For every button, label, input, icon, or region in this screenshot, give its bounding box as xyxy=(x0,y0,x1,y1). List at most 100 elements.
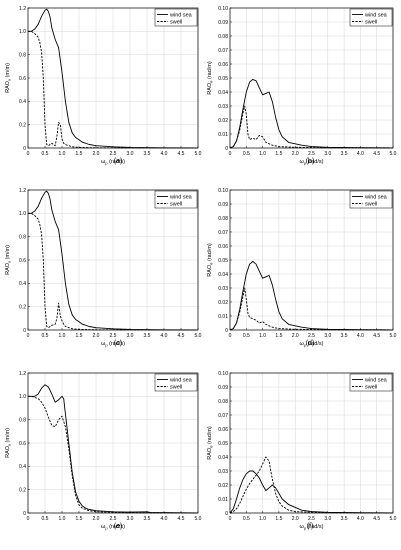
x-tick-label: 3.5 xyxy=(144,333,151,339)
x-tick-label: 4.5 xyxy=(373,516,380,522)
y-tick-label: 0.09 xyxy=(218,385,228,391)
series-line-wind-sea xyxy=(28,384,199,514)
y-axis-label: RAOx (m/m) xyxy=(5,63,12,93)
x-tick-label: 0.5 xyxy=(42,151,49,157)
y-axis-label: RAOθ (rad/m) xyxy=(207,426,214,460)
x-tick-label: 0.5 xyxy=(243,151,250,157)
y-tick-label: 0 xyxy=(225,146,228,152)
y-tick-label: 0.08 xyxy=(218,216,228,222)
series-line-wind-sea xyxy=(229,78,394,149)
chart-panel-c: 0 0.5 1.0 1.5 2.0 2.5 3.0 3.5 4.0 4.5 5.0 0 0.2 0.4 0.… xyxy=(5,188,202,348)
y-tick-label: 0.8 xyxy=(19,52,26,58)
x-axis-label: ωp (rad/s) xyxy=(300,341,324,348)
y-tick-label: 0.05 xyxy=(218,258,228,264)
y-tick-label: 1.0 xyxy=(19,211,26,217)
x-tick-label: 2.5 xyxy=(110,151,117,157)
x-tick-label: 4.0 xyxy=(161,333,168,339)
x-tick-label: 1.5 xyxy=(275,151,282,157)
series-line-swell xyxy=(229,456,394,514)
x-tick-label: 0.5 xyxy=(243,333,250,339)
y-tick-label: 0.07 xyxy=(218,48,228,54)
x-tick-label: 5.0 xyxy=(390,151,397,157)
x-tick-label: 2.5 xyxy=(308,333,315,339)
y-tick-label: 0.6 xyxy=(19,258,26,264)
x-tick-label: 2.5 xyxy=(308,151,315,157)
x-axis-label: ωp (rad/s) xyxy=(300,524,324,531)
x-tick-label: 0 xyxy=(27,333,30,339)
y-tick-label: 0.07 xyxy=(218,413,228,419)
x-tick-label: 0.5 xyxy=(42,516,49,522)
y-tick-label: 0.03 xyxy=(218,104,228,110)
series-line-wind-sea xyxy=(229,260,394,331)
x-tick-label: 3.0 xyxy=(324,333,331,339)
x-tick-label: 1.5 xyxy=(76,151,83,157)
x-tick-label: 4.5 xyxy=(178,151,185,157)
legend-label: swell xyxy=(365,20,377,26)
x-tick-label: 2.5 xyxy=(110,333,117,339)
x-tick-label: 4.5 xyxy=(178,333,185,339)
legend-label: swell xyxy=(365,385,377,391)
x-tick-label: 1.5 xyxy=(76,516,83,522)
x-tick-label: 4.5 xyxy=(373,333,380,339)
panel-caption: (e) xyxy=(114,523,123,530)
y-tick-label: 0.09 xyxy=(218,20,228,26)
panel-caption: (b) xyxy=(306,158,315,165)
x-tick-label: 2.0 xyxy=(93,333,100,339)
y-tick-label: 0.06 xyxy=(218,62,228,68)
y-tick-label: 0.07 xyxy=(218,230,228,236)
y-tick-label: 0.2 xyxy=(19,122,26,128)
y-tick-label: 0.09 xyxy=(218,202,228,208)
y-tick-label: 0.2 xyxy=(19,487,26,493)
y-tick-label: 0 xyxy=(225,328,228,334)
series-line-wind-sea xyxy=(28,8,199,149)
x-tick-label: 1.0 xyxy=(259,333,266,339)
legend-label: wind sea xyxy=(169,378,193,384)
y-tick-label: 0 xyxy=(23,146,26,152)
x-tick-label: 3.0 xyxy=(127,516,134,522)
chart-panel-f: 0 0.5 1.0 1.5 2.0 2.5 3.0 3.5 4.0 4.5 5.0 0 0.01 0.02… xyxy=(207,371,397,531)
series-line-swell xyxy=(28,30,199,149)
legend-label: swell xyxy=(170,385,182,391)
y-tick-label: 0.8 xyxy=(19,417,26,423)
x-tick-label: 3.0 xyxy=(127,333,134,339)
x-tick-label: 2.5 xyxy=(110,516,117,522)
y-tick-label: 0.06 xyxy=(218,244,228,250)
y-tick-label: 1.2 xyxy=(19,6,26,12)
legend-label: wind sea xyxy=(364,195,388,201)
y-tick-label: 1.0 xyxy=(19,394,26,400)
y-tick-label: 0.4 xyxy=(19,281,26,287)
x-tick-label: 3.0 xyxy=(127,151,134,157)
x-tick-label: 4.0 xyxy=(161,516,168,522)
chart-panel-b: 0 0.5 1.0 1.5 2.0 2.5 3.0 3.5 4.0 4.5 5.0 0 0.01 0.02… xyxy=(207,6,397,166)
chart-panel-e: 0 0.5 1.0 1.5 2.0 2.5 3.0 3.5 4.0 4.5 5.0 0 0.2 0.4 0.… xyxy=(5,371,202,531)
y-tick-label: 0.10 xyxy=(218,188,228,194)
x-tick-label: 0 xyxy=(229,333,232,339)
x-tick-label: 0 xyxy=(27,151,30,157)
y-tick-label: 0.08 xyxy=(218,34,228,40)
x-axis-label: ωp (rad/s) xyxy=(101,159,125,166)
y-tick-label: 0 xyxy=(225,511,228,517)
y-tick-label: 0.03 xyxy=(218,469,228,475)
x-tick-label: 4.5 xyxy=(178,516,185,522)
x-tick-label: 2.0 xyxy=(93,151,100,157)
x-tick-label: 4.5 xyxy=(373,151,380,157)
x-tick-label: 1.0 xyxy=(59,516,66,522)
y-tick-label: 0.04 xyxy=(218,90,228,96)
y-tick-label: 0.01 xyxy=(218,497,228,503)
y-tick-label: 0.10 xyxy=(218,6,228,12)
x-tick-label: 2.0 xyxy=(292,151,299,157)
x-tick-label: 4.0 xyxy=(357,516,364,522)
series-line-wind-sea xyxy=(229,470,394,514)
series-line-swell xyxy=(229,287,394,331)
legend-label: wind sea xyxy=(364,378,388,384)
y-tick-label: 0.02 xyxy=(218,300,228,306)
x-tick-label: 3.5 xyxy=(144,516,151,522)
x-tick-label: 3.0 xyxy=(324,516,331,522)
x-tick-label: 0.5 xyxy=(243,516,250,522)
y-axis-label: RAOθ (rad/m) xyxy=(207,61,214,95)
y-tick-label: 0.2 xyxy=(19,304,26,310)
panel-caption: (a) xyxy=(114,158,123,165)
x-tick-label: 3.5 xyxy=(341,333,348,339)
y-tick-label: 0.10 xyxy=(218,371,228,377)
